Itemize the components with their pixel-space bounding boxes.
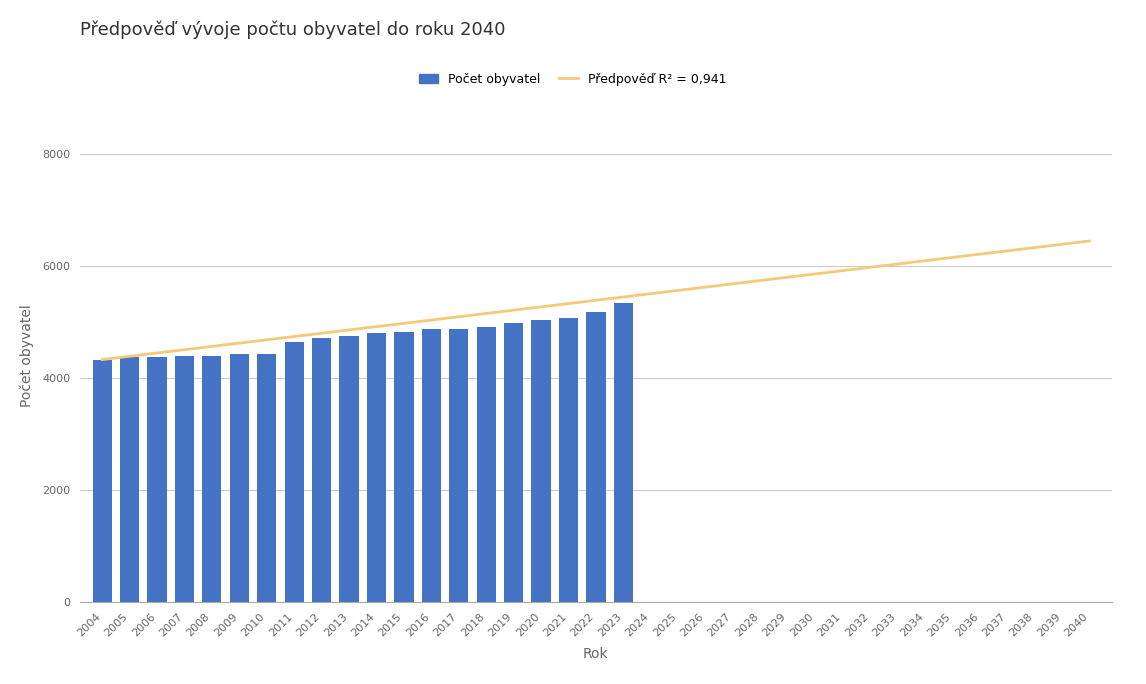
Bar (367, 333, 386, 602)
Bar (504, 324, 524, 602)
Bar (449, 330, 469, 602)
Bar (394, 332, 414, 602)
Bar (229, 354, 249, 602)
Bar (532, 320, 551, 602)
Bar (284, 342, 304, 602)
Bar (120, 357, 139, 602)
Bar (477, 326, 496, 602)
Bar (257, 354, 276, 602)
X-axis label: Rok: Rok (583, 647, 609, 661)
Bar (203, 356, 221, 602)
Bar (587, 312, 605, 602)
Y-axis label: Počet obyvatel: Počet obyvatel (19, 304, 34, 407)
Legend: Počet obyvatel, Předpověď R² = 0,941: Počet obyvatel, Předpověď R² = 0,941 (415, 68, 731, 91)
Bar (614, 303, 633, 602)
Bar (93, 360, 112, 602)
Text: Předpověď vývoje počtu obyvatel do roku 2040: Předpověď vývoje počtu obyvatel do roku … (80, 21, 505, 39)
Bar (312, 338, 331, 602)
Bar (148, 357, 166, 602)
Bar (559, 317, 578, 602)
Bar (422, 330, 441, 602)
Bar (175, 356, 194, 602)
Bar (339, 336, 359, 602)
